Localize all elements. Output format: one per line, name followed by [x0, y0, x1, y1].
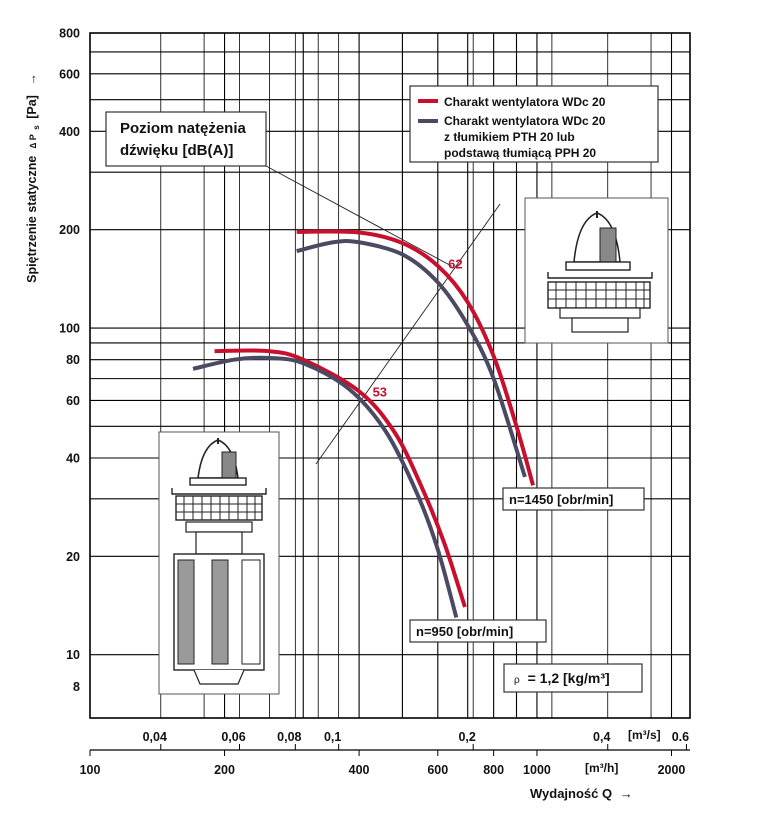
legend-item-1: Charakt wentylatora WDc 20 [444, 95, 606, 109]
series-line-2 [296, 238, 527, 478]
svg-text:n=950 [obr/min]: n=950 [obr/min] [416, 624, 513, 639]
svg-text:dźwięku [dB(A)]: dźwięku [dB(A)] [120, 142, 233, 159]
tick-label-y: 600 [59, 67, 80, 81]
y-axis-title: Spiętrzenie statyczne ∆ P s [Pa] → [25, 73, 42, 283]
tick-label-x-m3s: 0,4 [593, 730, 610, 744]
tick-label-x-m3h: 800 [483, 763, 504, 777]
tick-labels: 0,04 0,06 0,08 0,1 0,2 0,4 0.6 100 200 400 600 800 1… [59, 27, 690, 777]
svg-text:ρ = 1,2 [kg/m³]: ρ = 1,2 [kg/m³] [514, 670, 610, 686]
sound-level-reference-lines [265, 165, 501, 465]
sound-level-53: 53 [373, 384, 387, 399]
tick-label-x-m3s: 0,1 [324, 730, 341, 744]
series-line-3 [214, 348, 467, 608]
tick-label-y: 10 [66, 648, 80, 662]
tick-label-x-m3s: 0,2 [458, 730, 475, 744]
speed-label-1450: n=1450 [obr/min] [502, 487, 645, 511]
tick-label-x-m3s: 0,04 [143, 730, 167, 744]
tick-label-x-m3h: 200 [214, 763, 235, 777]
tick-label-x-m3s: 0.6 [672, 730, 689, 744]
roof-fan-with-silencer-icon [158, 431, 280, 695]
legend-item-2-line-1: Charakt wentylatora WDc 20 [444, 114, 606, 128]
tick-label-x-m3s: 0,06 [221, 730, 245, 744]
tick-label-y: 20 [66, 550, 80, 564]
svg-text:n=1450 [obr/min]: n=1450 [obr/min] [509, 492, 613, 507]
x-unit-m3h: [m³/h] [585, 761, 618, 775]
tick-label-y: 100 [59, 322, 80, 336]
tick-label-x-m3s: 0,08 [277, 730, 301, 744]
tick-label-x-m3h: 600 [427, 763, 448, 777]
sound-pointer-line [265, 165, 453, 267]
speed-label-950: n=950 [obr/min] [409, 619, 547, 643]
sound-level-62: 62 [448, 256, 462, 271]
tick-label-y: 40 [66, 452, 80, 466]
tick-label-y: 8 [73, 680, 80, 694]
series-line-1 [296, 229, 535, 486]
legend-item-2-line-2: z tłumikiem PTH 20 lub [444, 130, 575, 144]
sound-level-diagonal [315, 203, 501, 465]
legend-item-2-line-3: podstawą tłumiącą PPH 20 [444, 146, 596, 160]
tick-label-y: 200 [59, 223, 80, 237]
sound-level-markers: 62 53 [373, 256, 463, 399]
tick-label-x-m3h: 400 [349, 763, 370, 777]
tick-label-y: 80 [66, 353, 80, 367]
curves [192, 229, 535, 618]
legend: Charakt wentylatora WDc 20 Charakt wenty… [409, 85, 659, 163]
tick-label-x-m3h: 1000 [523, 763, 551, 777]
svg-text:Spiętrzenie statyczne ∆: Spiętrzenie statyczne ∆ P s [Pa] → [25, 73, 42, 283]
tick-label-y: 800 [59, 27, 80, 41]
x-axis-title: Wydajność Q → [530, 786, 633, 801]
roof-fan-icon [524, 197, 669, 344]
density-label: ρ = 1,2 [kg/m³] [503, 663, 643, 693]
svg-text:Poziom natężenia: Poziom natężenia [120, 120, 247, 137]
tick-label-x-m3h: 2000 [658, 763, 686, 777]
series-line-4 [192, 355, 459, 618]
tick-label-x-m3h: 100 [80, 763, 101, 777]
sound-level-label: Poziom natężenia dźwięku [dB(A)] [105, 111, 267, 167]
x-unit-m3s: [m³/s] [628, 728, 661, 742]
tick-label-y: 400 [59, 125, 80, 139]
tick-label-y: 60 [66, 394, 80, 408]
